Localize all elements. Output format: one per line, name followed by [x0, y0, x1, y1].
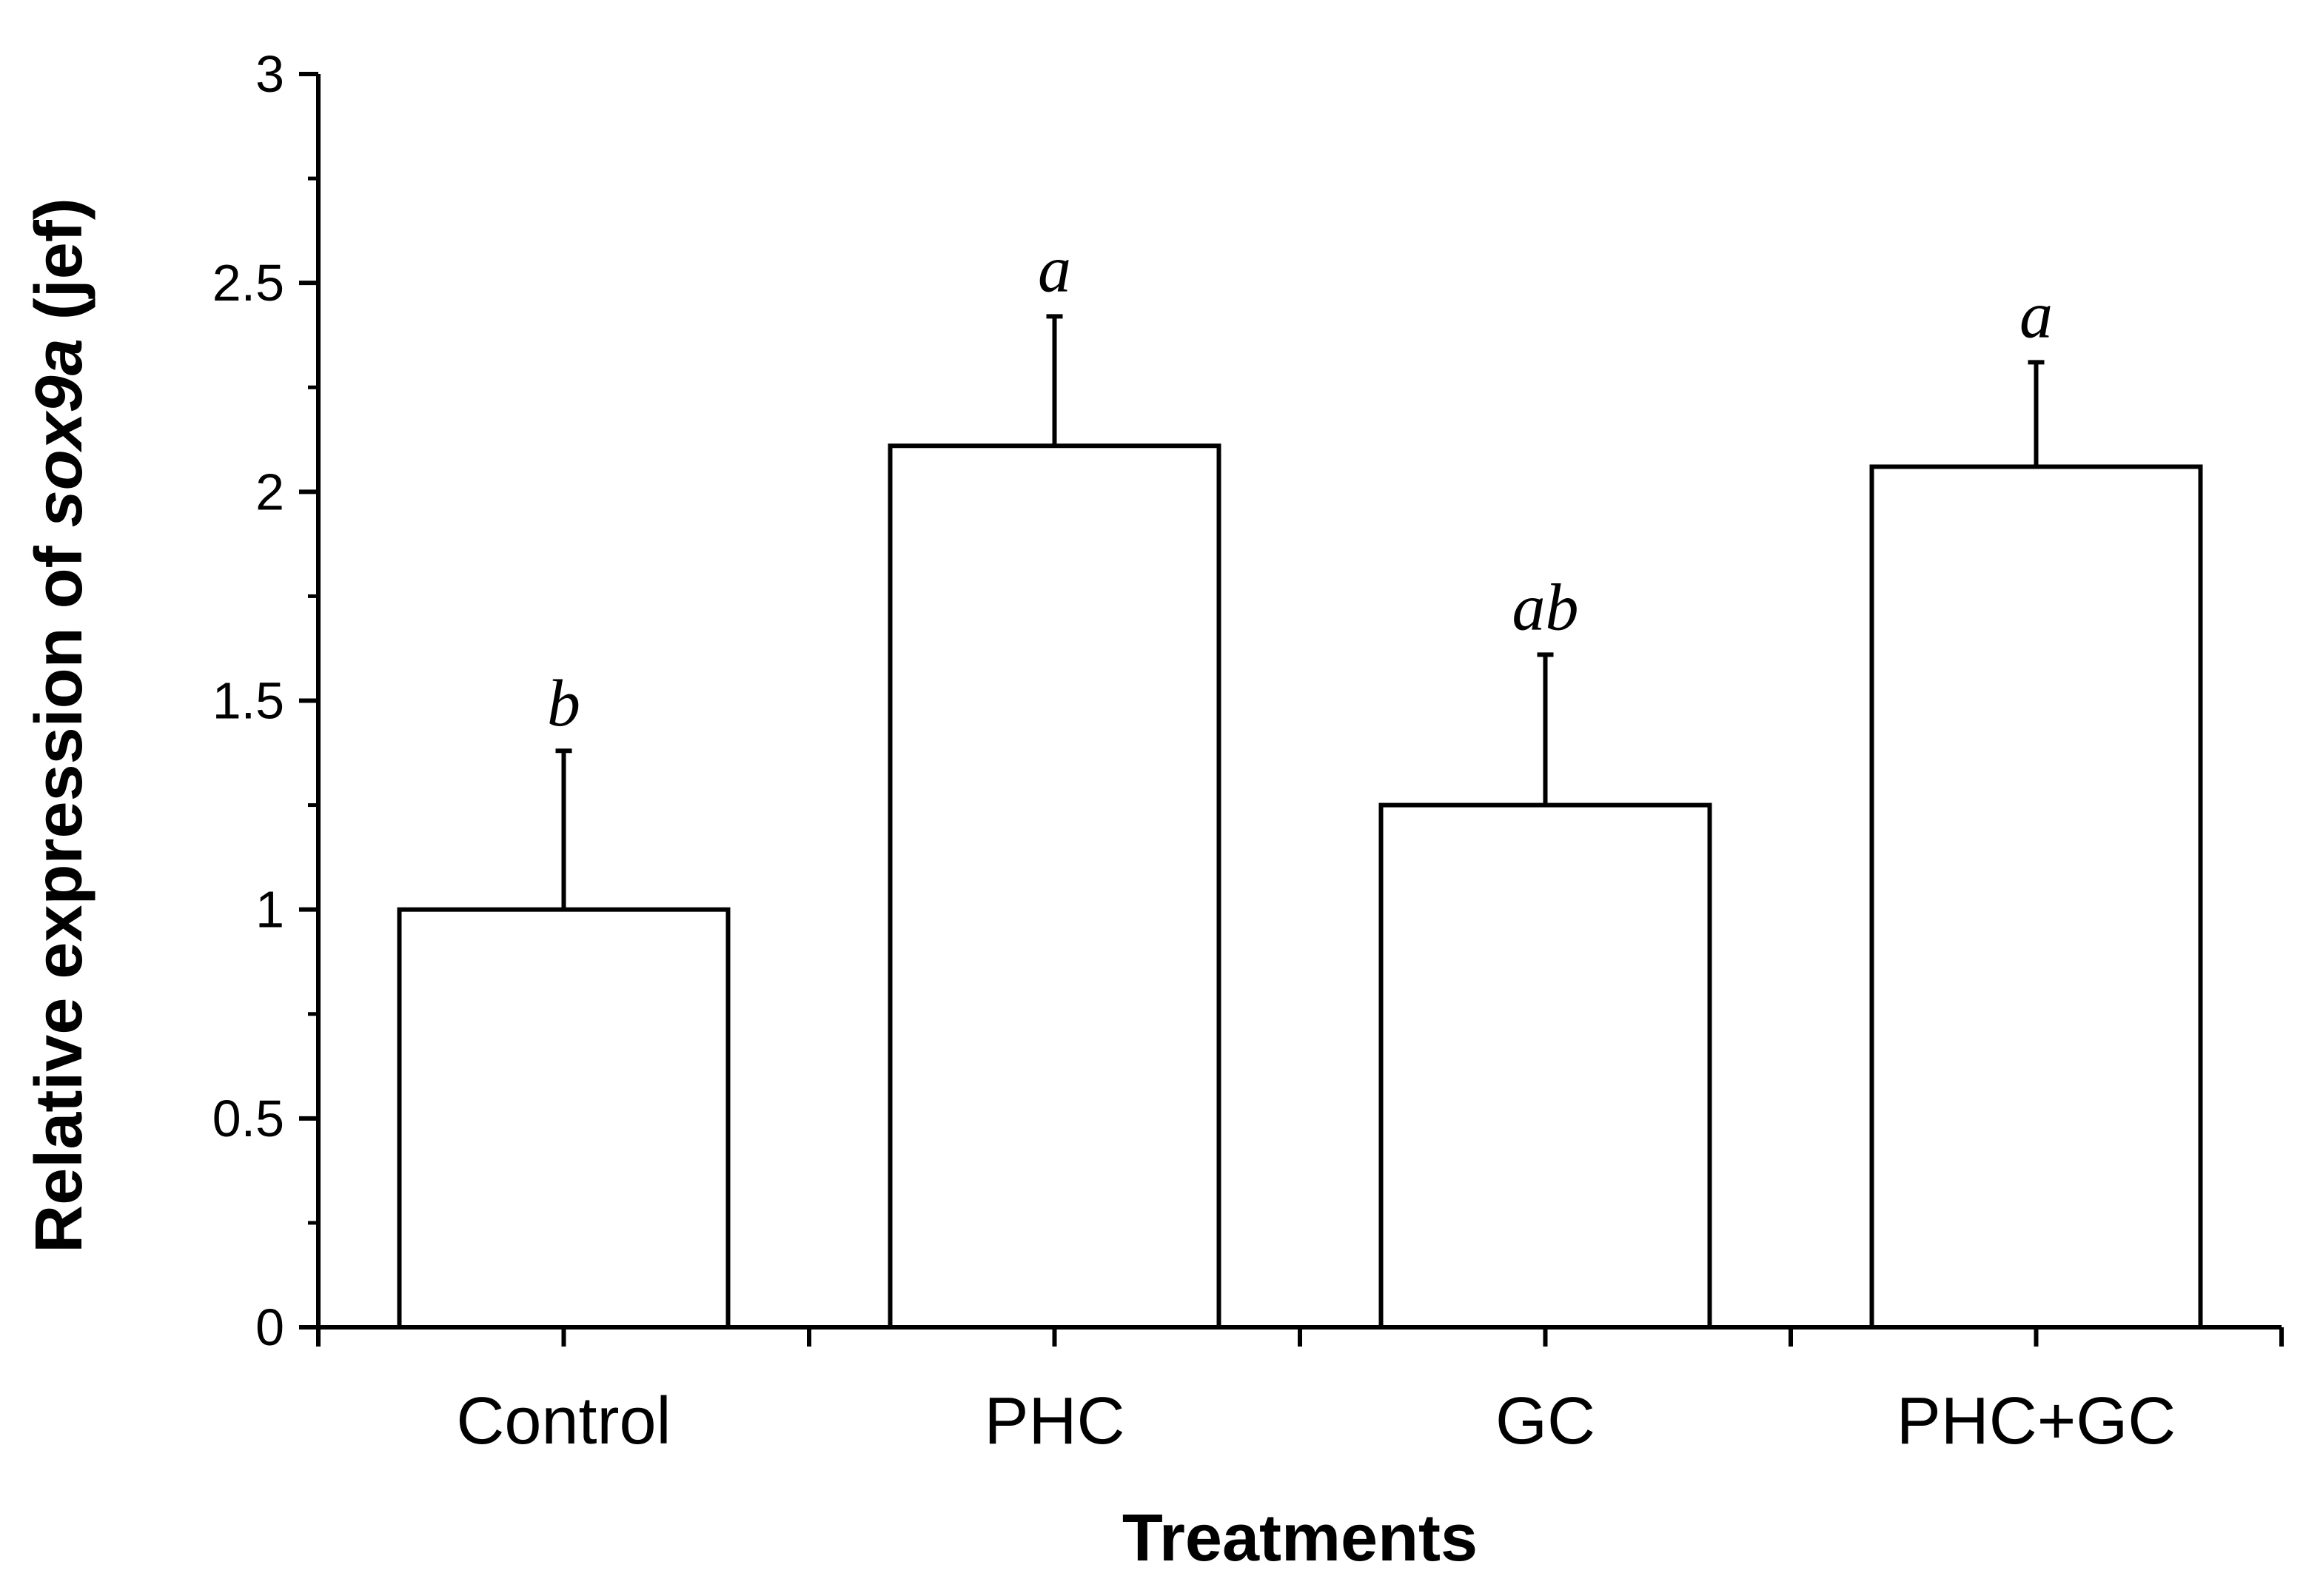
bars — [397, 443, 2203, 1330]
bar-control — [397, 907, 731, 1330]
x-axis-ticks — [316, 1327, 2284, 1347]
bar-phc-gc — [1869, 464, 2203, 1330]
y-tick-label: 2.5 — [212, 254, 284, 312]
bar-phc — [888, 443, 1221, 1330]
x-axis-title: Treatments — [1122, 1501, 1478, 1575]
significance-letters: b a ab a — [547, 232, 2053, 740]
category-label-phc: PHC — [984, 1384, 1124, 1458]
category-label-control: Control — [456, 1384, 671, 1458]
significance-letter-phc-gc: a — [2019, 278, 2053, 352]
bar-gc — [1378, 802, 1712, 1330]
category-labels: Control PHC GC PHC+GC — [456, 1384, 2176, 1458]
y-axis-title-prefix: Relative expression of — [22, 527, 96, 1253]
y-axis-title-suffix: (jef) — [22, 198, 96, 338]
category-label-phc-gc: PHC+GC — [1897, 1384, 2176, 1458]
y-axis-title-gene: sox9a — [22, 338, 96, 527]
error-bars — [555, 314, 2045, 910]
significance-letter-control: b — [547, 667, 580, 740]
y-tick-label: 0 — [255, 1298, 284, 1356]
y-axis-title: Relative expression of sox9a (jef) — [22, 198, 96, 1253]
y-tick-label: 3 — [255, 45, 284, 103]
category-label-gc: GC — [1495, 1384, 1595, 1458]
y-tick-label: 2 — [255, 463, 284, 520]
y-tick-label: 1 — [255, 881, 284, 939]
y-axis-ticks: 0 0.5 1 1.5 2 2.5 3 — [212, 45, 318, 1356]
significance-letter-phc: a — [1038, 232, 1071, 306]
y-tick-label: 0.5 — [212, 1090, 284, 1147]
y-tick-label: 1.5 — [212, 672, 284, 730]
significance-letter-gc: ab — [1512, 571, 1579, 644]
